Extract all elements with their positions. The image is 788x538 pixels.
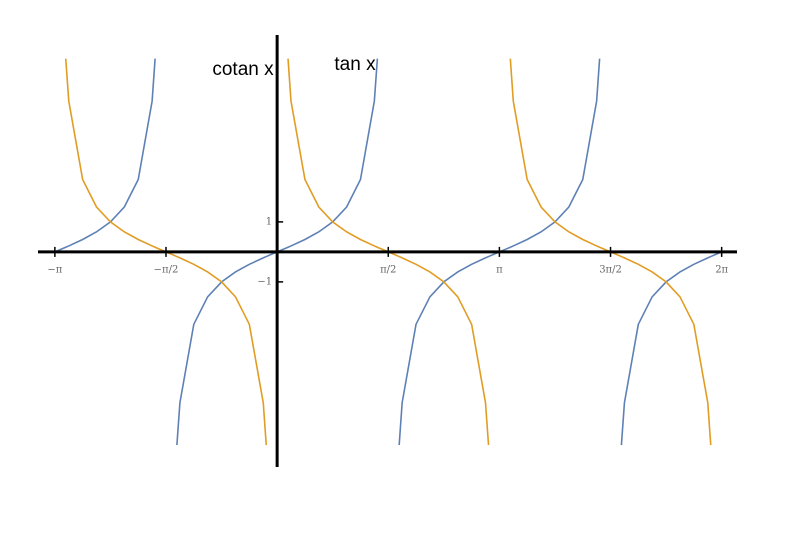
curve-label: tan x xyxy=(334,54,376,75)
x-tick-label: π xyxy=(496,264,503,275)
y-tick-label: 1 xyxy=(266,216,272,227)
curve-label: cotan x xyxy=(212,59,274,80)
x-tick-label: −π xyxy=(47,264,62,275)
x-tick-label: −π/2 xyxy=(154,264,179,275)
x-tick-label: π/2 xyxy=(380,264,396,275)
y-tick-label: −1 xyxy=(257,276,272,287)
x-tick-label: 2π xyxy=(715,264,728,275)
x-tick-label: 3π/2 xyxy=(599,264,622,275)
